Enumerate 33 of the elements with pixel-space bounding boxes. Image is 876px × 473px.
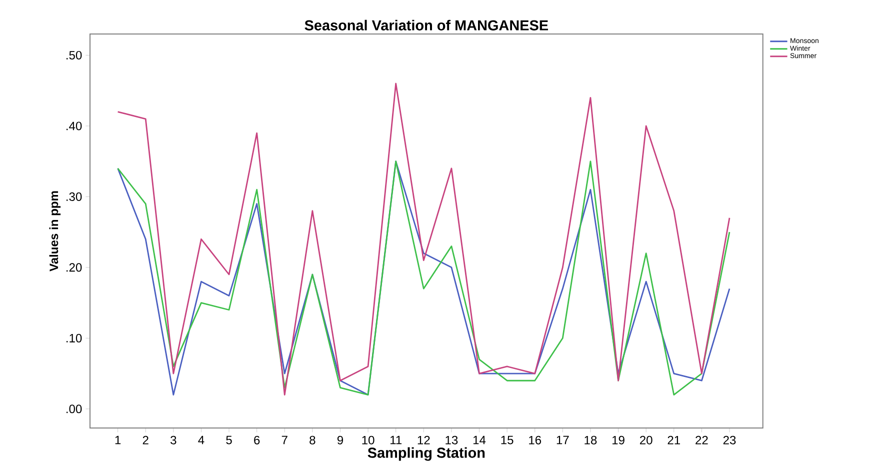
y-tick-label: .20 <box>66 263 82 272</box>
x-tick-label: 11 <box>390 436 402 444</box>
x-tick-label: 7 <box>282 436 288 444</box>
x-tick-label: 13 <box>446 436 458 444</box>
x-tick-label: 14 <box>473 436 486 444</box>
x-tick-label: 8 <box>310 436 316 444</box>
x-tick-label: 1 <box>115 436 121 444</box>
x-tick-label: 20 <box>640 436 652 444</box>
y-tick-label: .50 <box>66 50 82 60</box>
y-tick-label: .40 <box>66 122 82 130</box>
y-tick-label: .00 <box>66 404 82 414</box>
x-tick-label: 19 <box>612 436 624 444</box>
y-tick-label: .10 <box>66 334 82 342</box>
x-tick-label: 16 <box>529 436 542 444</box>
x-tick-label: 10 <box>362 436 374 444</box>
y-axis-title: Values in ppm <box>49 191 61 272</box>
x-tick-label: 18 <box>584 436 597 444</box>
x-tick-label: 22 <box>696 436 708 444</box>
y-tick-label: .30 <box>66 192 82 201</box>
x-tick-label: 6 <box>254 436 260 444</box>
x-tick-label: 15 <box>501 436 514 444</box>
x-tick-label: 2 <box>142 436 148 444</box>
x-tick-label: 12 <box>418 436 430 444</box>
x-tick-label: 21 <box>668 436 680 444</box>
x-tick-label: 3 <box>170 436 176 444</box>
chart-title: Seasonal Variation of MANGANESE <box>304 20 548 30</box>
x-tick-label: 5 <box>226 436 232 444</box>
x-tick-label: 9 <box>337 436 344 444</box>
x-tick-label: 23 <box>723 436 736 444</box>
x-axis-title: Sampling Station <box>368 447 485 461</box>
x-tick-label: 4 <box>198 436 204 444</box>
x-tick-label: 17 <box>556 436 569 444</box>
line-series <box>117 82 730 396</box>
